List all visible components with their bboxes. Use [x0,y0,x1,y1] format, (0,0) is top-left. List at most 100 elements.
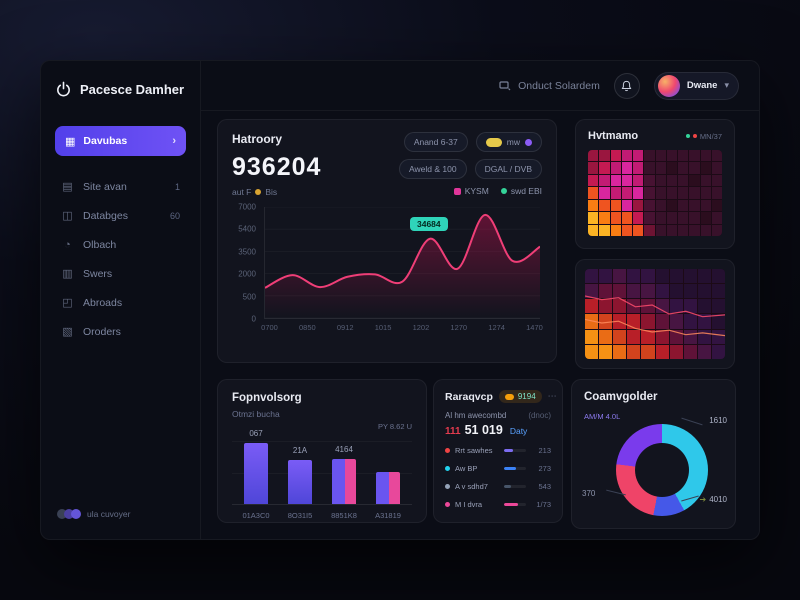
y-tick: 0 [251,314,256,324]
heatmap-cell [627,329,641,344]
heatmap-cell [644,199,655,212]
legend-dot-icon [685,134,690,138]
legend-series-2[interactable]: swd EBI [500,186,542,196]
y-tick: 3500 [238,247,256,257]
legend-series-1[interactable]: KYSM [453,186,489,196]
heatmap-cell [621,174,632,187]
detail-link[interactable]: Daty [509,426,528,436]
heatmap-cell [655,299,669,314]
heatmap-cell [585,314,599,329]
sidebar-item[interactable]: ◫ Databges 60 [55,201,186,230]
heatmap-cell [633,150,644,162]
heatmap-cell [641,344,655,359]
sidebar-item[interactable]: ▥ Swers [55,259,186,288]
heatmap-cell [711,187,722,199]
heatmap-cell [599,284,613,299]
heatmap-cell [697,284,711,299]
sidebar: Pacesce Damher ▦ Davubas › ▤ Site avan 1 ◫ D… [41,61,201,539]
heatmap-cell [678,224,689,236]
heatmap-cell [585,329,599,344]
heatmap-cell [627,269,641,284]
heatmap-cell [711,299,725,314]
donut-callout-2: ➔ 4010 [699,495,728,504]
card-subtitle: Otmzi bucha [232,409,280,419]
metric-value: 543 [538,482,551,491]
heatmap-cell [678,162,689,174]
heatmap-cell [700,224,711,236]
y-tick: 500 [242,292,256,302]
card-title: Raraqvcp [445,390,493,403]
heatmap-cell [655,199,666,212]
filter-button-3[interactable]: DGAL / DVB [474,159,542,179]
sidebar-item[interactable]: ▤ Site avan 1 [55,172,186,201]
pie-icon: ◔ [64,238,71,251]
heatmap-cell [599,224,610,236]
heatmap-cell [585,299,599,314]
heatmap-cell [697,269,711,284]
heatmap-cell [644,174,655,187]
user-menu[interactable]: Dwane ▾ [653,71,739,100]
heatmap-cell [683,344,697,359]
chevron-down-icon: ▾ [724,80,729,90]
sidebar-item[interactable]: ◰ Abroads [55,288,186,317]
heatmap-cell [599,269,613,284]
bar-x-label: 8851K8 [331,511,357,520]
heatmap-cell [599,314,613,329]
card-note: PY 8.62 U [377,422,412,431]
sidebar-footer-user[interactable]: ula cuvoyer [57,509,130,519]
heatmap-cell [666,187,677,199]
heatmap-cell [700,162,711,174]
sidebar-item-dashboard-active[interactable]: ▦ Davubas › [55,126,186,156]
heatmap-cell [678,212,689,224]
heatmap-cell [588,162,599,174]
heatmap-cell [588,150,599,162]
metric-badge[interactable]: 9194 [498,390,542,403]
x-axis-labels: 0700 0850 0912 1015 1202 1270 1274 1470 [261,323,543,335]
heatmap-cell [711,314,725,329]
orange-dot-icon [504,393,514,400]
search-label: Onduct Solardem [518,79,600,92]
list-icon: ▤ [62,181,73,193]
heatmap-legend: MN/37 [685,132,722,141]
donut-callout-1: 1610 [709,416,727,425]
heatmap-cell [610,187,621,199]
bar: 4164 [332,445,356,504]
heatmap-cell [599,187,610,199]
heatmap-cell [644,212,655,224]
filter-toggle-button[interactable]: mw [475,132,542,152]
search-icon [499,80,511,90]
heatmap-cell [633,174,644,187]
arrow-icon: ➔ [699,495,707,504]
x-tick: 1015 [374,323,392,332]
heatmap-cell [711,224,722,236]
heatmap-cell [655,162,666,174]
heatmap-cell [711,199,722,212]
notifications-button[interactable] [613,72,640,99]
x-tick: 1202 [412,323,430,332]
heatmap-cell [711,269,725,284]
more-options-button[interactable]: ⋯ [547,391,557,401]
search-button[interactable]: Onduct Solardem [499,80,600,92]
status-dot-icon [445,448,450,453]
filter-button-2[interactable]: Aweld & 100 [399,159,467,179]
area-chart: 7000 5400 3500 2000 500 0 34684 0700 0850 0912 1… [232,203,543,335]
sidebar-item[interactable]: ▧ Oroders [55,317,186,346]
heatmap-cell [599,199,610,212]
heatmap-cell [683,299,697,314]
heatmap-cell [610,174,621,187]
filter-button-1[interactable]: Anand 6-37 [403,132,468,152]
heatmap-cell [588,174,599,187]
heatmap-cell [655,284,669,299]
heatmap-cell [644,224,655,236]
card-title: Coamvgolder [584,391,658,403]
heatmap-grid [588,150,722,236]
sidebar-item[interactable]: ◔ Olbach [55,230,186,259]
footer-user-label: ula cuvoyer [87,509,131,519]
progress-bar [504,449,526,452]
metric-label: A v sdhd7 [455,482,488,491]
bar-x-label: 01A3C0 [242,511,270,520]
heatmap-cell [585,269,599,284]
status-dot-icon [445,502,450,507]
heatmap-cell [585,344,599,359]
